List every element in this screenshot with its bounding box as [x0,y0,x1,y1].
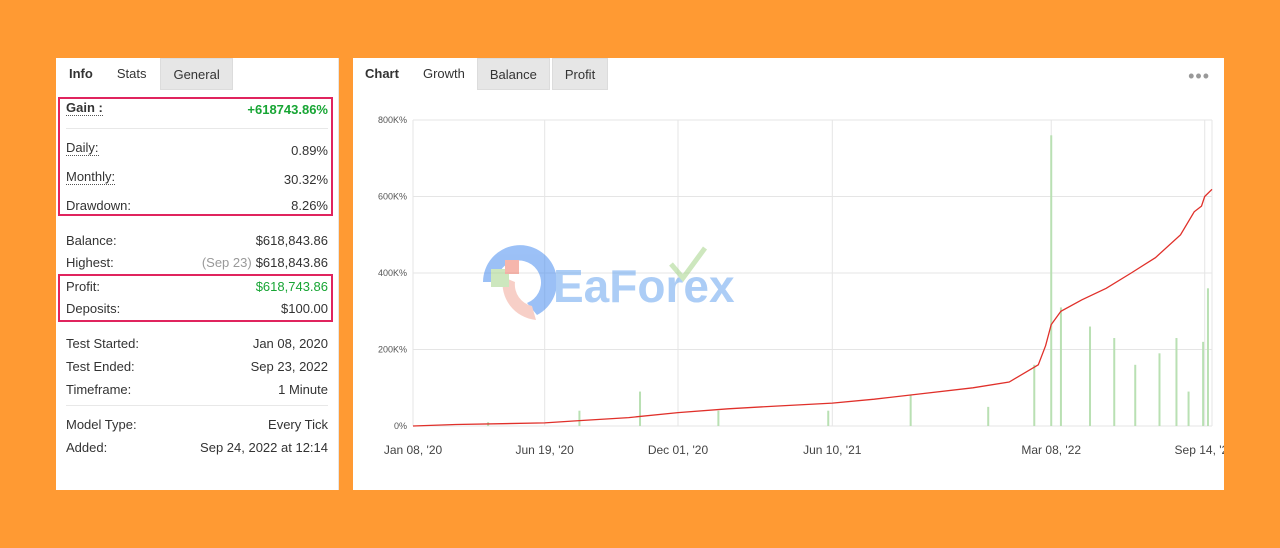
test-ended-label: Test Ended: [66,358,135,374]
profit-bar [1187,391,1190,426]
info-panel: Info Stats General Gain : +618743.86% Da… [56,58,339,490]
deposits-label: Deposits: [66,300,121,316]
x-tick-label: Jun 19, '20 [516,443,575,457]
balance-value: $618,843.86 [255,232,328,248]
model-type-label: Model Type: [66,416,137,432]
profit-bar [639,391,642,426]
chart-panel: Chart Growth Balance Profit ••• EaForex … [353,58,1224,490]
highest-value-wrap: (Sep 23) $618,843.86 [202,255,328,270]
test-ended-row: Test Ended: Sep 23, 2022 [66,355,328,377]
gain-row: Gain : +618743.86% [66,98,328,120]
profit-bar [1089,326,1092,426]
y-tick-label: 800K% [378,115,407,125]
test-ended-value: Sep 23, 2022 [250,358,328,374]
divider [66,128,328,129]
profit-bar [1033,364,1036,426]
profit-bar [909,395,912,426]
growth-line [412,188,1213,427]
timeframe-row: Timeframe: 1 Minute [66,378,328,400]
monthly-value: 30.32% [283,171,328,187]
profit-bar [1113,338,1116,426]
deposits-row: Deposits: $100.00 [66,297,328,319]
gain-highlight-box [58,97,333,216]
y-tick-label: 400K% [378,268,407,278]
divider [66,405,328,406]
added-value: Sep 24, 2022 at 12:14 [200,439,328,455]
growth-chart: EaForex 0% 200K% 400K% 600K% 800K% Jan 08, '… [378,115,1224,457]
daily-row: Daily: 0.89% [66,139,328,161]
added-row: Added: Sep 24, 2022 at 12:14 [66,436,328,458]
tab-stats[interactable]: Stats [116,66,147,81]
x-tick-label: Mar 08, '22 [1021,443,1081,457]
profit-bar [1175,338,1178,426]
tab-general[interactable]: General [160,58,233,90]
highest-value: $618,843.86 [255,254,328,270]
chart-y-ticks: 0% 200K% 400K% 600K% 800K% [378,115,407,431]
y-tick-label: 200K% [378,345,407,355]
y-tick-label: 600K% [378,192,407,202]
drawdown-value: 8.26% [291,197,328,213]
balance-row: Balance: $618,843.86 [66,229,328,251]
test-started-row: Test Started: Jan 08, 2020 [66,332,328,354]
tab-chart[interactable]: Chart [365,66,399,81]
profit-row: Profit: $618,743.86 [66,275,328,297]
x-tick-label: Dec 01, '20 [648,443,709,457]
gain-value: +618743.86% [247,101,328,117]
profit-bar [827,410,830,426]
daily-label[interactable]: Daily: [66,140,99,156]
timeframe-label: Timeframe: [66,381,132,397]
monthly-row: Monthly: 30.32% [66,168,328,190]
daily-value: 0.89% [291,142,328,158]
model-type-value: Every Tick [268,416,328,432]
chart-growth-line [412,188,1213,427]
profit-bar [1158,353,1161,426]
chart-x-ticks: Jan 08, '20 Jun 19, '20 Dec 01, '20 Jun 10,… [384,443,1224,457]
test-started-value: Jan 08, 2020 [252,335,328,351]
x-tick-label: Jan 08, '20 [384,443,443,457]
chart-bars [487,135,1209,427]
profit-bar [1202,341,1205,426]
more-dots-icon[interactable]: ••• [1188,66,1210,86]
tab-info[interactable]: Info [69,66,93,81]
profit-highlight-box [58,274,333,322]
profit-label: Profit: [66,278,100,294]
profit-value: $618,743.86 [255,278,328,294]
profit-bar [1050,135,1053,427]
profit-bar [1059,307,1062,426]
test-started-label: Test Started: [66,335,139,351]
tab-growth[interactable]: Growth [422,66,465,81]
tab-balance[interactable]: Balance [476,58,550,90]
chart-tabs: Chart Growth Balance Profit [353,58,609,92]
balance-label: Balance: [66,232,117,248]
highest-row: Highest: (Sep 23) $618,843.86 [66,251,328,273]
x-tick-label: Sep 14, '22 [1175,443,1224,457]
monthly-label[interactable]: Monthly: [66,169,116,185]
chart-grid [412,119,1213,427]
profit-bar [987,406,990,426]
y-tick-label: 0% [394,421,407,431]
added-label: Added: [66,439,108,455]
deposits-value: $100.00 [281,300,328,316]
highest-date-note: (Sep 23) [201,254,252,270]
highest-label: Highest: [66,254,114,270]
profit-bar [578,410,581,426]
profit-bar [1206,288,1209,426]
profit-bar [717,410,720,426]
drawdown-row: Drawdown: 8.26% [66,194,328,216]
x-tick-label: Jun 10, '21 [803,443,862,457]
profit-bar [1134,364,1137,426]
eaforex-watermark-logo: EaForex [483,245,735,320]
model-type-row: Model Type: Every Tick [66,413,328,435]
timeframe-value: 1 Minute [278,381,328,397]
tab-profit[interactable]: Profit [551,58,609,90]
info-tabs: Info Stats General [56,58,233,92]
watermark-text: EaForex [553,260,735,312]
gain-label[interactable]: Gain : [66,100,103,116]
drawdown-label: Drawdown: [66,197,132,213]
